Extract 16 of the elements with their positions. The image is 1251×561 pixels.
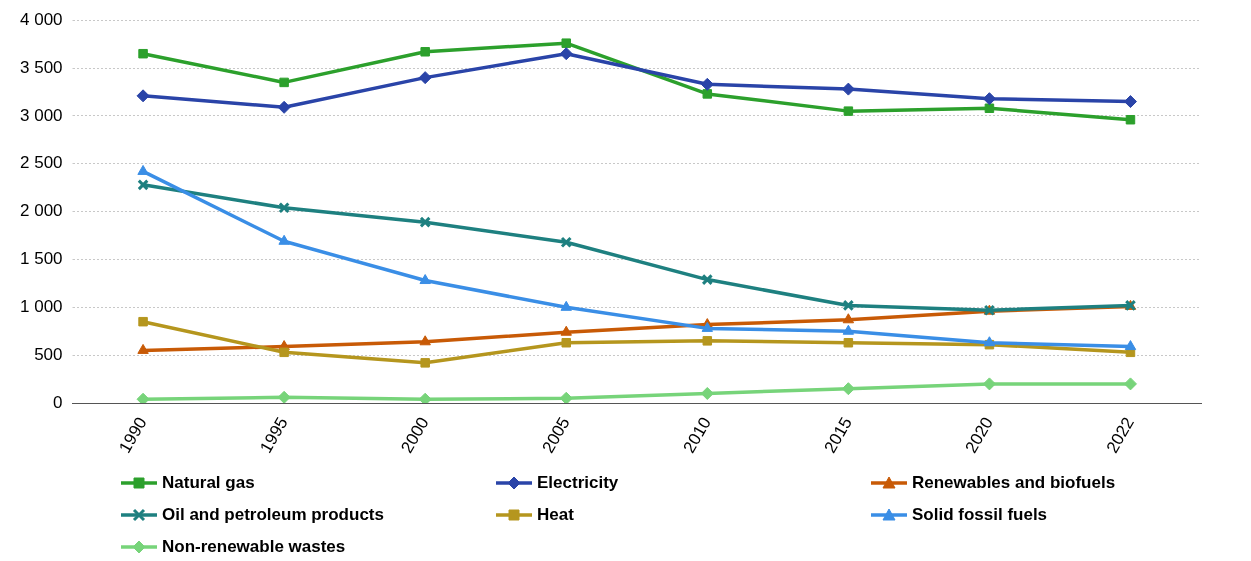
legend-label: Electricity — [537, 473, 619, 493]
y-tick-label: 3 500 — [19, 57, 63, 77]
y-tick-label: 1 500 — [19, 249, 63, 269]
y-tick-label: 0 — [53, 392, 63, 412]
legend-label: Natural gas — [162, 473, 255, 493]
legend-label: Renewables and biofuels — [912, 473, 1116, 493]
y-tick-label: 500 — [34, 344, 63, 364]
legend-label: Solid fossil fuels — [912, 505, 1048, 525]
legend-label: Heat — [537, 505, 574, 525]
y-tick-label: 4 000 — [19, 9, 63, 29]
y-tick-label: 2 500 — [19, 153, 63, 173]
y-tick-label: 2 000 — [19, 201, 63, 221]
y-tick-label: 1 000 — [19, 297, 63, 317]
legend-label: Oil and petroleum products — [162, 505, 384, 525]
y-tick-label: 3 000 — [19, 105, 63, 125]
legend-label: Non-renewable wastes — [162, 537, 346, 557]
